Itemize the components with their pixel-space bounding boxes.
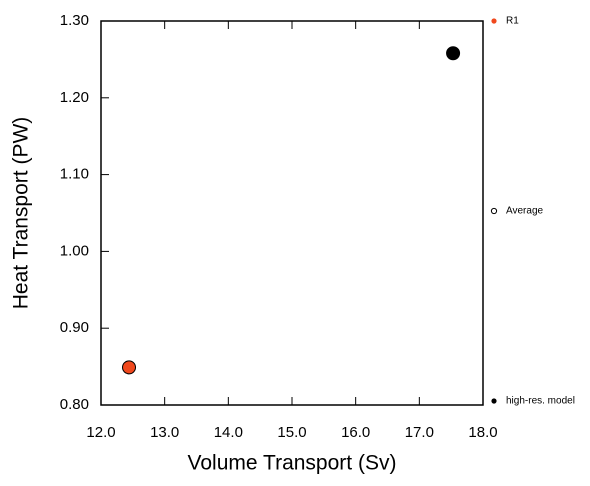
x-tick-label: 17.0 — [405, 424, 434, 441]
x-tick-label: 12.0 — [86, 424, 115, 441]
x-tick-label: 18.0 — [468, 424, 497, 441]
plot-frame — [100, 20, 484, 406]
y-tick-label: 1.00 — [60, 242, 89, 259]
legend-label: high-res. model — [506, 396, 575, 407]
y-tick-label: 1.30 — [60, 12, 89, 29]
point — [446, 46, 461, 61]
legend-label: R1 — [506, 16, 519, 27]
y-tick-label: 1.10 — [60, 166, 89, 183]
x-tick-label: 14.0 — [214, 424, 243, 441]
x-tick-label: 16.0 — [341, 424, 370, 441]
x-axis-title: Volume Transport (Sv) — [188, 452, 397, 475]
y-axis-title: Heat Transport (PW) — [10, 117, 33, 310]
y-tick-label: 0.80 — [60, 396, 89, 413]
y-tick-label: 0.90 — [60, 319, 89, 336]
legend-marker — [490, 207, 498, 215]
legend-marker — [491, 18, 497, 24]
y-tick-label: 1.20 — [60, 89, 89, 106]
legend-marker — [491, 398, 497, 404]
x-tick-label: 13.0 — [150, 424, 179, 441]
point — [122, 360, 137, 375]
legend-label: Average — [506, 206, 544, 217]
x-tick-label: 15.0 — [277, 424, 306, 441]
